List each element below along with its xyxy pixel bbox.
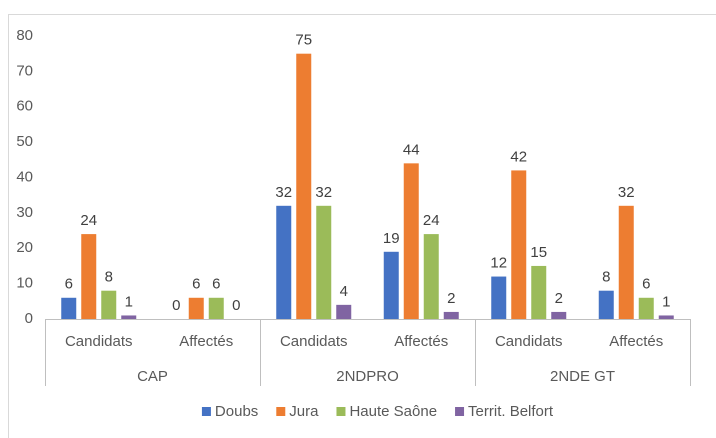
- legend-swatch: [276, 407, 286, 416]
- bar: [296, 53, 312, 319]
- data-label: 2: [447, 290, 455, 307]
- y-tick-label: 60: [16, 98, 33, 115]
- y-tick-label: 50: [16, 133, 33, 150]
- bar: [208, 297, 224, 319]
- bar: [188, 297, 204, 319]
- data-label: 0: [172, 297, 180, 314]
- legend-label: Haute Saône: [349, 403, 437, 420]
- x-tick-label: Affectés: [394, 333, 448, 350]
- data-label: 19: [383, 230, 400, 247]
- data-label: 75: [295, 32, 312, 49]
- data-label: 42: [510, 148, 527, 165]
- data-label: 6: [192, 276, 200, 293]
- data-label: 1: [662, 293, 670, 310]
- bar: [598, 290, 614, 319]
- x-tick-label: Candidats: [65, 333, 133, 350]
- data-label: 4: [340, 283, 348, 300]
- bar: [336, 304, 352, 319]
- y-tick-label: 30: [16, 204, 33, 221]
- x-tick-label: Candidats: [495, 333, 563, 350]
- bar: [618, 205, 634, 319]
- bar: [551, 311, 567, 319]
- y-tick-label: 0: [25, 310, 33, 327]
- y-tick-label: 10: [16, 275, 33, 292]
- bar: [316, 205, 332, 319]
- data-label: 32: [275, 184, 292, 201]
- data-label: 8: [602, 269, 610, 286]
- data-label: 32: [618, 184, 635, 201]
- group-label: 2NDE GT: [550, 368, 615, 385]
- bar: [531, 265, 547, 319]
- bar: [511, 170, 527, 319]
- data-label: 6: [65, 276, 73, 293]
- bar: [276, 205, 292, 319]
- data-label: 1: [125, 293, 133, 310]
- bar: [491, 276, 507, 319]
- data-label: 2: [555, 290, 563, 307]
- data-label: 0: [232, 297, 240, 314]
- legend-swatch: [455, 407, 465, 416]
- data-label: 32: [315, 184, 332, 201]
- bar: [383, 251, 399, 319]
- y-tick-label: 20: [16, 239, 33, 256]
- data-label: 24: [423, 212, 440, 229]
- chart-border: [8, 14, 716, 438]
- data-label: 8: [105, 269, 113, 286]
- bar: [423, 234, 439, 319]
- bar: [638, 297, 654, 319]
- legend-label: Jura: [289, 403, 319, 420]
- group-label: CAP: [137, 368, 168, 385]
- group-label: 2NDPRO: [336, 368, 399, 385]
- bar: [443, 311, 459, 319]
- y-tick-label: 80: [16, 27, 33, 44]
- x-tick-label: Affectés: [609, 333, 663, 350]
- x-tick-label: Candidats: [280, 333, 348, 350]
- bar: [403, 163, 419, 319]
- x-tick-label: Affectés: [179, 333, 233, 350]
- bar: [121, 315, 137, 319]
- legend-swatch: [201, 407, 211, 416]
- data-label: 44: [403, 141, 420, 158]
- legend-swatch: [336, 407, 346, 416]
- legend-label: Doubs: [215, 403, 258, 420]
- data-label: 12: [490, 255, 507, 272]
- data-label: 6: [212, 276, 220, 293]
- y-tick-label: 40: [16, 168, 33, 185]
- data-label: 24: [80, 212, 97, 229]
- bar: [101, 290, 117, 319]
- data-label: 15: [530, 244, 547, 261]
- legend-label: Territ. Belfort: [468, 403, 554, 420]
- bar: [658, 315, 674, 319]
- data-label: 6: [642, 276, 650, 293]
- y-tick-label: 70: [16, 62, 33, 79]
- bar: [61, 297, 77, 319]
- bar: [81, 234, 97, 319]
